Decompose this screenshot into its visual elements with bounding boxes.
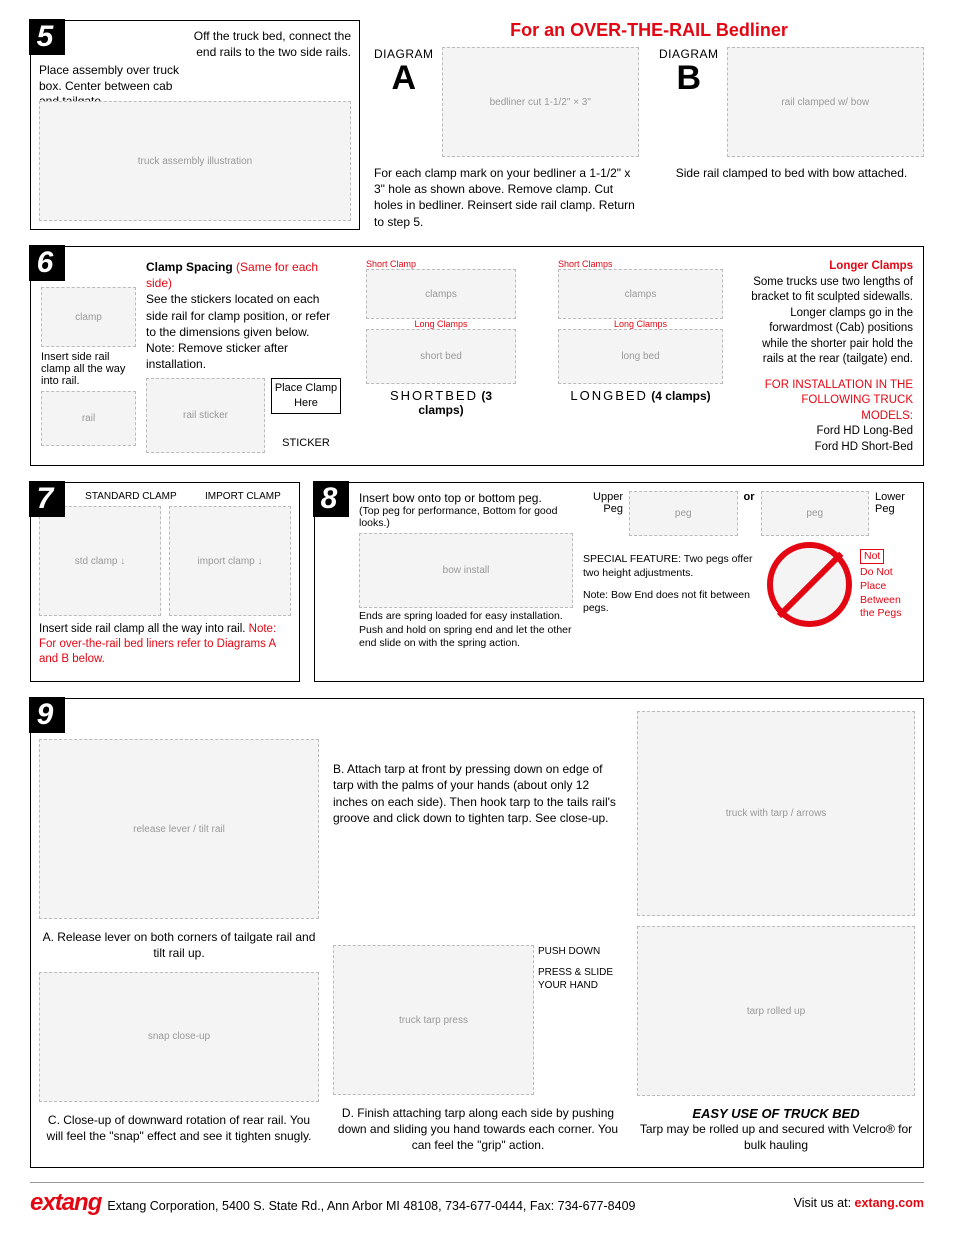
do-not-text: Do Not Place Between the Pegs — [860, 566, 915, 621]
upper-peg-illus: peg — [629, 491, 738, 536]
model-2: Ford HD Short-Bed — [748, 440, 913, 456]
import-clamp-label: IMPORT CLAMP — [205, 491, 281, 502]
easy-use-title: EASY USE OF TRUCK BED — [637, 1106, 915, 1121]
longbed-label: LONGBED — [570, 388, 648, 403]
step-9-badge: 9 — [29, 697, 65, 733]
lower-peg-label: Lower Peg — [875, 491, 915, 515]
step-9d-illus: truck tarp press — [333, 945, 534, 1095]
step-7-body: Insert side rail clamp all the way into … — [39, 623, 245, 635]
step-9b-caption: B. Attach tarp at front by pressing down… — [333, 761, 623, 826]
step-6-panel: 6 clamp Insert side rail clamp all the w… — [30, 246, 924, 466]
step-9-rolled-illus: tarp rolled up — [637, 926, 915, 1096]
row-7-8: 7 STANDARD CLAMP IMPORT CLAMP std clamp … — [30, 482, 924, 682]
upper-peg-label: Upper Peg — [583, 491, 623, 515]
press-slide-label: PRESS & SLIDE YOUR HAND — [538, 966, 623, 992]
shortbed-label: SHORTBED — [390, 388, 478, 403]
step-8-body1-sub: (Top peg for performance, Bottom for goo… — [359, 505, 573, 529]
brand-logo: extang — [30, 1189, 101, 1217]
step-8-bow-illus: bow install — [359, 533, 573, 608]
step-8-body1: Insert bow onto top or bottom peg. — [359, 491, 542, 505]
step-7-badge: 7 — [29, 481, 65, 517]
step-8-panel: 8 Insert bow onto top or bottom peg. (To… — [314, 482, 924, 682]
step-6-insert-text: Insert side rail clamp all the way into … — [41, 351, 136, 387]
step-9-truck-illus: truck with tarp / arrows — [637, 711, 915, 916]
step-6-clamp-top-illus: clamp — [41, 287, 136, 347]
step-5-badge: 5 — [29, 19, 65, 55]
short-clamps-label: Short Clamps — [558, 259, 613, 269]
step-6-beds: Short Clamp clamps Long Clamps short bed… — [351, 259, 738, 455]
shortbed-clamps-illus: clamps — [366, 269, 516, 319]
step-5-illustration: truck assembly illustration — [39, 101, 351, 221]
standard-clamp-illus: std clamp ↓ — [39, 506, 161, 616]
short-clamp-label: Short Clamp — [366, 259, 416, 269]
footer: extang Extang Corporation, 5400 S. State… — [30, 1182, 924, 1217]
special-feature-title: SPECIAL FEATURE: — [583, 553, 681, 565]
standard-clamp-label: STANDARD CLAMP — [85, 491, 177, 502]
longbed-illus: long bed — [558, 329, 723, 384]
step-5-panel: 5 Place assembly over truck box. Center … — [30, 20, 360, 230]
longbed-qty: (4 clamps) — [651, 389, 710, 403]
step-8-badge: 8 — [313, 481, 349, 517]
prohibit-icon — [767, 542, 852, 627]
easy-use-body: Tarp may be rolled up and secured with V… — [637, 1121, 915, 1153]
or-label: or — [744, 491, 755, 503]
step-6-left: clamp Insert side rail clamp all the way… — [41, 259, 136, 455]
push-down-label: PUSH DOWN — [538, 945, 623, 958]
longer-clamps-title: Longer Clamps — [748, 259, 913, 275]
visit-label: Visit us at: — [794, 1196, 855, 1210]
diagram-a-caption: For each clamp mark on your bedliner a 1… — [374, 165, 639, 230]
step-6-right: Longer Clamps Some trucks use two length… — [748, 259, 913, 455]
diagram-b-caption: Side rail clamped to bed with bow attach… — [659, 165, 924, 181]
diagram-a-col: DIAGRAM A bedliner cut 1-1/2" × 3" For e… — [374, 47, 639, 230]
longer-clamps-body: Some trucks use two lengths of bracket t… — [748, 275, 913, 368]
step-6-badge: 6 — [29, 245, 65, 281]
step-6-clamp-bottom-illus: rail — [41, 391, 136, 446]
step-9c-caption: C. Close-up of downward rotation of rear… — [39, 1112, 319, 1144]
step-9a-illus: release lever / tilt rail — [39, 739, 319, 919]
step-7-panel: 7 STANDARD CLAMP IMPORT CLAMP std clamp … — [30, 482, 300, 682]
sticker-illus: rail sticker — [146, 378, 265, 453]
step-9-panel: 9 release lever / tilt rail A. Release l… — [30, 698, 924, 1168]
step-9a-caption: A. Release lever on both corners of tail… — [39, 929, 319, 961]
lower-peg-illus: peg — [761, 491, 870, 536]
sticker-label: STICKER — [271, 436, 341, 451]
diagram-a-illustration: bedliner cut 1-1/2" × 3" — [442, 47, 639, 157]
diagram-b-letter: B — [659, 61, 719, 95]
import-clamp-illus: import clamp ↓ — [169, 506, 291, 616]
step-8-note-body: Bow End does not fit between pegs. — [583, 589, 750, 615]
spacing-body: See the stickers located on each side ra… — [146, 291, 341, 340]
models-title: FOR INSTALLATION IN THE FOLLOWING TRUCK … — [748, 378, 913, 425]
long-clamps-label-2: Long Clamps — [558, 319, 723, 329]
step-8-note-title: Note: — [583, 589, 608, 601]
spacing-title: Clamp Spacing — [146, 260, 233, 274]
top-row: 5 Place assembly over truck box. Center … — [30, 20, 924, 230]
bedliner-title: For an OVER-THE-RAIL Bedliner — [374, 20, 924, 41]
shortbed-illus: short bed — [366, 329, 516, 384]
long-clamps-label-1: Long Clamps — [366, 319, 516, 329]
longbed-clamps-illus: clamps — [558, 269, 723, 319]
diagram-b-col: DIAGRAM B rail clamped w/ bow Side rail … — [659, 47, 924, 230]
step-9d-caption: D. Finish attaching tarp along each side… — [333, 1105, 623, 1154]
not-badge: Not — [860, 549, 884, 565]
footer-url: extang.com — [855, 1196, 924, 1210]
diagram-b-illustration: rail clamped w/ bow — [727, 47, 924, 157]
place-clamp-here: Place Clamp Here — [271, 378, 341, 414]
spacing-note: Note: Remove sticker after installation. — [146, 340, 341, 372]
step-6-spacing: Clamp Spacing (Same for each side) See t… — [146, 259, 341, 455]
diagram-a-letter: A — [374, 61, 434, 95]
footer-address: Extang Corporation, 5400 S. State Rd., A… — [107, 1199, 635, 1213]
step-8-body2: Ends are spring loaded for easy installa… — [359, 610, 573, 651]
bedliner-section: For an OVER-THE-RAIL Bedliner DIAGRAM A … — [374, 20, 924, 230]
step-9c-illus: snap close-up — [39, 972, 319, 1102]
model-1: Ford HD Long-Bed — [748, 424, 913, 440]
